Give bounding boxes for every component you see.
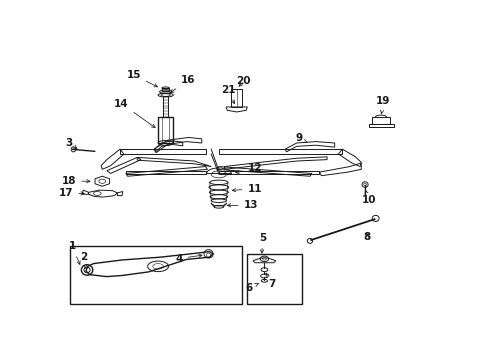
Text: 14: 14 [114,99,155,127]
Text: 12: 12 [236,163,262,174]
Text: 21: 21 [220,85,235,104]
Text: 3: 3 [65,138,77,149]
Text: 17: 17 [59,188,84,198]
Text: 6: 6 [245,283,258,293]
Text: 4: 4 [175,253,202,264]
Bar [231,89,243,107]
Text: 7: 7 [266,273,276,288]
Bar [369,124,393,127]
Bar [158,117,173,143]
Text: 13: 13 [227,201,258,210]
Text: 2: 2 [80,252,88,268]
Bar [70,246,243,304]
Bar [162,88,170,91]
Text: 19: 19 [376,96,391,114]
Text: 5: 5 [259,233,266,253]
Text: 15: 15 [126,70,157,87]
Text: 10: 10 [362,190,376,205]
Text: 1: 1 [69,242,80,264]
Text: 11: 11 [232,184,262,194]
Bar [163,96,169,117]
Text: 9: 9 [295,133,307,143]
Bar [247,254,302,304]
Bar [372,117,390,124]
Text: 20: 20 [236,76,251,86]
Text: 8: 8 [363,232,370,242]
Text: 16: 16 [171,75,196,93]
Text: 18: 18 [62,176,90,186]
